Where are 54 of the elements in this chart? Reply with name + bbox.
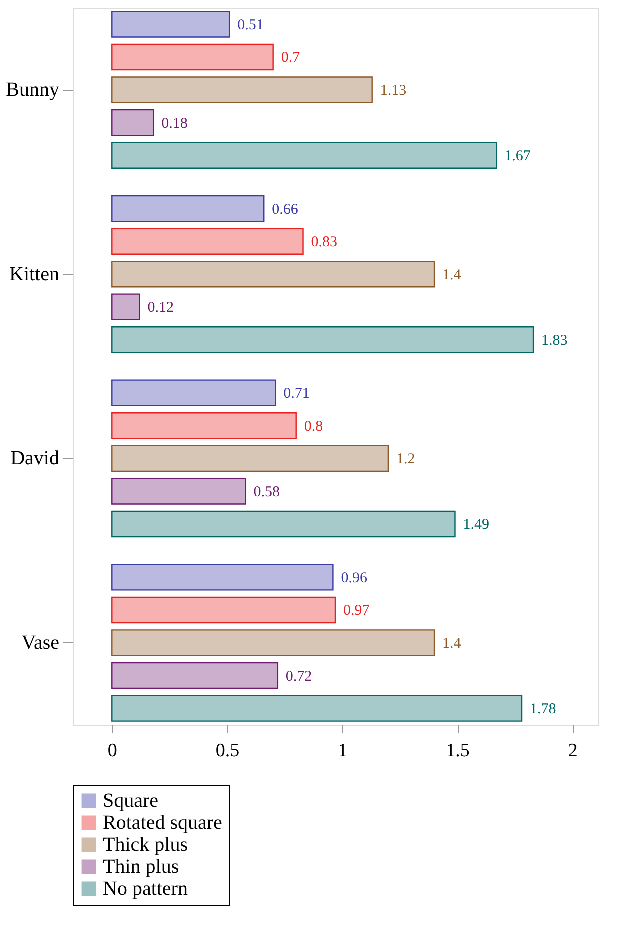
data-label: 1.67 [504, 148, 532, 165]
data-label: 0.71 [284, 386, 310, 402]
bar [112, 478, 246, 505]
bar [112, 195, 265, 222]
legend-label: Rotated square [103, 812, 223, 834]
x-tick-label: 1.5 [446, 740, 470, 762]
data-label: 0.18 [162, 116, 188, 132]
bar [112, 412, 297, 440]
bar [112, 596, 336, 624]
data-label: 0.66 [272, 202, 299, 218]
bar [112, 564, 334, 591]
data-label: 0.72 [286, 668, 312, 685]
bar [112, 142, 498, 169]
y-tick-label: David [10, 448, 60, 470]
data-label: 0.83 [311, 234, 338, 251]
data-label: 0.7 [281, 50, 301, 66]
bar [112, 695, 523, 722]
data-label: 0.12 [148, 300, 174, 316]
data-label: 0.8 [304, 418, 324, 435]
bar [112, 76, 373, 104]
bar [112, 228, 304, 255]
bar [112, 109, 154, 136]
bar [112, 510, 456, 538]
data-label: 0.96 [341, 570, 368, 586]
bar [112, 11, 230, 38]
bar [112, 44, 274, 71]
bar [112, 326, 534, 354]
data-label: 1.78 [530, 702, 556, 718]
data-label: 0.58 [254, 484, 280, 500]
y-tick-label: Kitten [10, 263, 60, 286]
legend-label: Thick plus [103, 834, 188, 856]
data-label: 1.2 [396, 452, 416, 468]
legend-label: Thin plus [103, 856, 180, 878]
bar [112, 294, 140, 320]
x-tick-label: 1 [338, 740, 348, 762]
data-label: 1.83 [542, 332, 568, 349]
legend-label: Square [103, 790, 159, 812]
data-label: 1.49 [463, 517, 490, 534]
legend-label: No pattern [103, 878, 188, 900]
bar [112, 445, 390, 472]
data-label: 1.4 [442, 636, 462, 652]
bar [112, 630, 436, 656]
bar [112, 380, 276, 406]
data-label: 1.4 [442, 267, 462, 284]
data-label: 0.97 [344, 603, 370, 620]
x-tick-label: 2 [568, 740, 578, 762]
bar [112, 260, 436, 288]
data-label: 1.13 [380, 83, 407, 100]
y-tick-label: Bunny [6, 79, 60, 102]
data-label: 0.51 [238, 17, 264, 34]
y-tick-label: Vase [22, 632, 60, 654]
x-tick-label: 0.5 [216, 740, 240, 762]
bar [112, 662, 279, 690]
x-tick-label: 0 [108, 740, 118, 762]
